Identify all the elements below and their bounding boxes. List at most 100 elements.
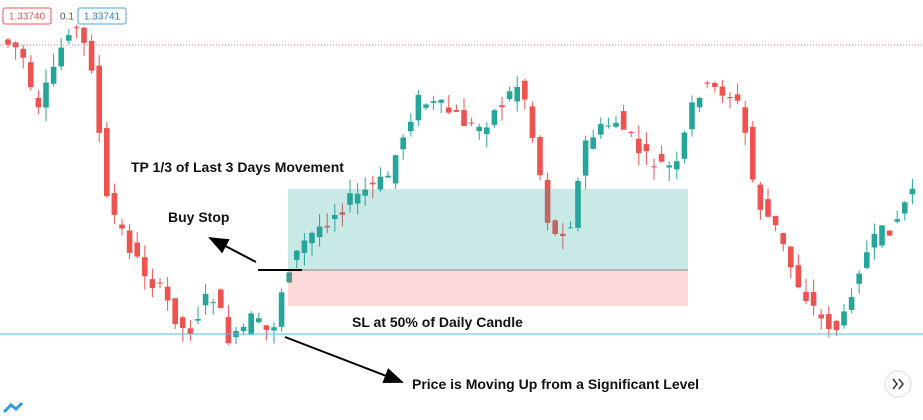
candle-part	[484, 127, 490, 134]
candle-part	[324, 225, 330, 228]
candle-part	[788, 246, 794, 268]
candle-part	[689, 102, 695, 130]
candle-part	[468, 122, 475, 124]
candle-part	[871, 233, 878, 248]
candle-part	[476, 126, 482, 132]
candle-part	[841, 311, 847, 326]
candle-part	[430, 101, 437, 103]
candle-part	[415, 94, 422, 121]
candle-part	[202, 293, 209, 306]
candle-part	[658, 153, 665, 162]
candle-part	[879, 225, 885, 246]
candle-part	[567, 227, 574, 229]
candle-part	[704, 82, 710, 84]
stop-loss-zone	[288, 270, 688, 306]
scroll-icon	[892, 378, 904, 390]
candle-part	[278, 292, 285, 327]
candle-part	[727, 97, 733, 99]
candle-part	[35, 97, 42, 108]
candle-part	[5, 39, 11, 45]
candle-part	[309, 232, 315, 244]
candle-part	[400, 137, 406, 150]
annotation: Price is Moving Up from a Significant Le…	[412, 376, 699, 392]
candle-part	[218, 289, 224, 309]
candle-part	[43, 82, 49, 108]
candle-part	[582, 140, 589, 176]
price-tag-text: 0.1	[60, 12, 74, 23]
candle-part	[696, 97, 703, 108]
candle-part	[514, 86, 520, 102]
candle-part	[347, 193, 353, 205]
annotation: TP 1/3 of Last 3 Days Movement	[131, 159, 344, 175]
candle-part	[628, 132, 634, 134]
candle-part	[134, 242, 140, 257]
candle-part	[446, 107, 452, 113]
candle-part	[187, 328, 194, 335]
logo	[2, 401, 24, 414]
candle-part	[734, 94, 741, 101]
candle-part	[240, 326, 247, 332]
candle-part	[111, 193, 118, 215]
candle-part	[780, 233, 786, 245]
candle-part	[392, 155, 399, 184]
candle-part	[119, 224, 125, 229]
candle-part	[225, 317, 232, 344]
arrow	[208, 237, 257, 263]
candle-part	[271, 327, 277, 331]
candle-part	[142, 257, 148, 277]
scroll-button[interactable]	[884, 370, 912, 398]
candle-part	[719, 86, 726, 96]
candle-part	[294, 250, 300, 260]
price-tag-text: 1.33741	[84, 12, 121, 23]
candle-part	[909, 188, 916, 195]
candle-part	[453, 110, 460, 112]
take-profit-zone	[288, 189, 688, 270]
arrow	[284, 336, 404, 384]
candle-part	[88, 40, 95, 71]
candle-part	[149, 279, 156, 289]
candle-part	[301, 240, 308, 254]
candle-part	[818, 314, 824, 319]
candle-part	[537, 137, 543, 176]
candle-part	[408, 121, 414, 132]
candle-part	[339, 212, 346, 215]
candle-part	[164, 286, 171, 301]
candle-part	[803, 291, 809, 302]
candle-part	[765, 199, 771, 217]
candle-part	[263, 325, 270, 330]
candle-part	[180, 317, 186, 328]
annotation: Buy Stop	[168, 209, 229, 225]
candle-part	[316, 226, 323, 238]
candle-part	[848, 297, 855, 310]
candle-part	[742, 107, 748, 133]
candles	[5, 25, 916, 346]
candle-part	[826, 314, 832, 330]
candle-part	[362, 189, 368, 196]
candle-part	[248, 313, 254, 335]
price-tag	[2, 7, 52, 25]
candle-part	[529, 106, 536, 138]
candle-part	[833, 321, 840, 330]
candle-part	[620, 111, 627, 130]
candle-part	[613, 123, 619, 127]
candle-part	[772, 215, 779, 226]
candle-part	[210, 302, 216, 304]
candle-part	[643, 144, 650, 152]
candle-part	[886, 230, 893, 236]
candle-part	[674, 161, 680, 170]
candle-part	[757, 184, 764, 210]
candle-part	[544, 179, 551, 223]
price-tag	[77, 7, 127, 25]
candle-part	[651, 166, 657, 168]
price-tag-text: 1.33740	[9, 12, 46, 23]
candle-part	[681, 132, 688, 159]
candle-part	[286, 272, 292, 283]
candle-part	[522, 80, 528, 100]
candle-part	[157, 282, 163, 284]
candle-part	[491, 110, 498, 125]
candle-part	[66, 35, 72, 41]
candle-part	[195, 319, 201, 321]
candle-part	[20, 48, 26, 58]
candle-part	[552, 220, 558, 234]
